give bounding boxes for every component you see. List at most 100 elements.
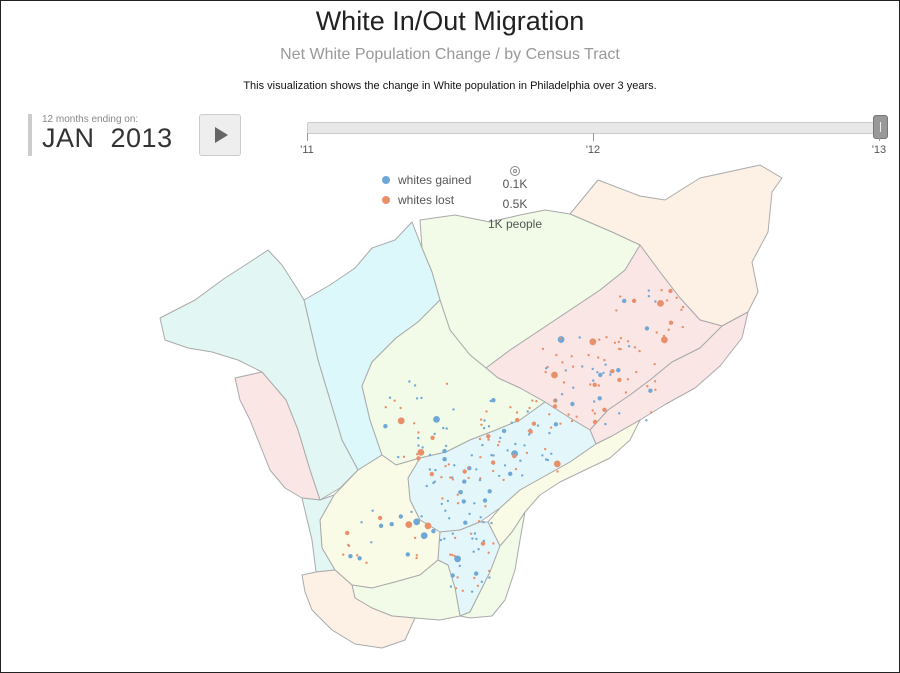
migration-dot[interactable]: [559, 337, 562, 340]
migration-dot[interactable]: [609, 373, 612, 376]
migration-dot[interactable]: [408, 380, 411, 383]
migration-dot[interactable]: [487, 551, 490, 554]
migration-dot[interactable]: [496, 444, 500, 447]
migration-dot[interactable]: [488, 569, 491, 573]
migration-dot[interactable]: [523, 444, 526, 447]
migration-dot[interactable]: [413, 422, 416, 425]
migration-dot[interactable]: [597, 396, 602, 401]
migration-dot[interactable]: [597, 356, 600, 359]
migration-dot[interactable]: [413, 536, 417, 540]
migration-dot[interactable]: [604, 422, 607, 426]
migration-dot[interactable]: [451, 553, 454, 557]
migration-dot[interactable]: [415, 556, 418, 560]
migration-dot[interactable]: [445, 382, 449, 385]
migration-dot[interactable]: [441, 497, 444, 500]
migration-dot[interactable]: [647, 295, 651, 298]
migration-dot[interactable]: [492, 454, 495, 457]
migration-dot[interactable]: [519, 459, 522, 462]
migration-dot[interactable]: [647, 289, 650, 292]
migration-dot[interactable]: [458, 490, 461, 494]
migration-dot[interactable]: [509, 406, 512, 409]
migration-dot[interactable]: [545, 367, 548, 370]
migration-dot[interactable]: [447, 463, 450, 466]
migration-dot[interactable]: [593, 400, 596, 403]
migration-dot[interactable]: [544, 447, 547, 451]
migration-dot[interactable]: [420, 396, 423, 400]
migration-dot[interactable]: [680, 308, 683, 311]
migration-dot[interactable]: [383, 424, 388, 429]
migration-dot[interactable]: [482, 498, 488, 503]
migration-dot[interactable]: [377, 515, 383, 521]
migration-dot[interactable]: [512, 453, 517, 459]
migration-dot[interactable]: [619, 295, 622, 298]
migration-dot[interactable]: [477, 548, 480, 551]
migration-dot[interactable]: [356, 554, 359, 557]
migration-dot[interactable]: [417, 449, 425, 456]
migration-dot[interactable]: [492, 542, 495, 545]
migration-dot[interactable]: [449, 585, 453, 588]
migration-dot[interactable]: [528, 406, 531, 410]
migration-dot[interactable]: [627, 345, 631, 348]
migration-dot[interactable]: [605, 336, 608, 339]
migration-dot[interactable]: [550, 452, 553, 455]
migration-dot[interactable]: [553, 422, 559, 427]
migration-dot[interactable]: [506, 449, 509, 452]
migration-dot[interactable]: [413, 518, 421, 526]
migration-dot[interactable]: [619, 337, 623, 340]
migration-dot[interactable]: [617, 340, 621, 344]
migration-dot[interactable]: [342, 553, 345, 556]
migration-dot[interactable]: [456, 493, 459, 496]
migration-dot[interactable]: [443, 537, 446, 540]
migration-dot[interactable]: [487, 489, 492, 494]
migration-dot[interactable]: [593, 412, 596, 415]
migration-dot[interactable]: [587, 353, 590, 357]
migration-dot[interactable]: [556, 470, 559, 473]
migration-dot[interactable]: [515, 411, 519, 414]
migration-dot[interactable]: [444, 444, 448, 448]
migration-dot[interactable]: [410, 510, 413, 514]
migration-dot[interactable]: [402, 455, 406, 458]
migration-dot[interactable]: [654, 300, 657, 303]
migration-dot[interactable]: [508, 471, 513, 476]
migration-dot[interactable]: [578, 336, 581, 339]
migration-dot[interactable]: [479, 418, 483, 421]
migration-dot[interactable]: [602, 407, 607, 412]
migration-dot[interactable]: [554, 399, 558, 402]
migration-dot[interactable]: [479, 516, 482, 519]
migration-dot[interactable]: [431, 528, 436, 534]
migration-dot[interactable]: [502, 478, 505, 482]
map-region-southeast[interactable]: [459, 511, 526, 619]
migration-dot[interactable]: [510, 421, 513, 424]
migration-dot[interactable]: [610, 369, 615, 374]
migration-dot[interactable]: [463, 520, 468, 525]
migration-dot[interactable]: [535, 400, 538, 403]
migration-dot[interactable]: [413, 384, 417, 387]
migration-dot[interactable]: [622, 298, 627, 304]
migration-dot[interactable]: [479, 477, 482, 480]
migration-dot[interactable]: [468, 512, 471, 516]
migration-dot[interactable]: [467, 466, 470, 469]
migration-dot[interactable]: [428, 453, 432, 457]
migration-dot[interactable]: [417, 436, 420, 440]
migration-dot[interactable]: [472, 550, 475, 553]
migration-dot[interactable]: [490, 454, 493, 457]
migration-dot[interactable]: [478, 437, 482, 441]
migration-dot[interactable]: [617, 377, 622, 383]
migration-dot[interactable]: [405, 521, 413, 528]
migration-dot[interactable]: [525, 451, 529, 455]
migration-dot[interactable]: [498, 474, 501, 478]
migration-dot[interactable]: [665, 299, 669, 302]
migration-dot[interactable]: [668, 288, 673, 294]
migration-dot[interactable]: [546, 458, 550, 462]
migration-dot[interactable]: [560, 393, 564, 396]
migration-dot[interactable]: [553, 460, 561, 468]
migration-dot[interactable]: [388, 396, 392, 399]
migration-dot[interactable]: [445, 427, 448, 430]
migration-dot[interactable]: [480, 541, 486, 546]
migration-dot[interactable]: [616, 368, 621, 373]
migration-dot[interactable]: [454, 587, 458, 590]
migration-dot[interactable]: [451, 532, 454, 535]
migration-dot[interactable]: [462, 479, 467, 484]
migration-dot[interactable]: [570, 401, 575, 407]
